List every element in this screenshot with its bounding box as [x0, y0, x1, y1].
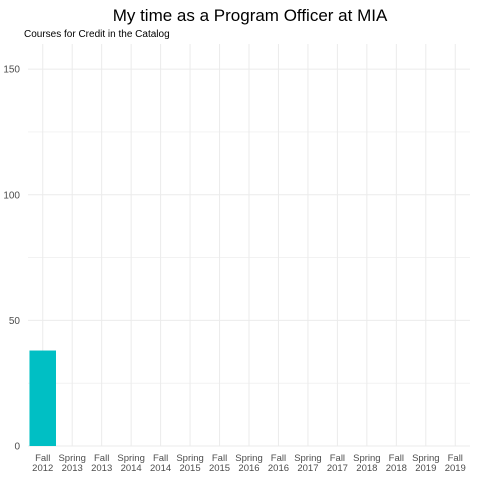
x-tick-label: Spring 2019 [412, 453, 439, 474]
y-axis-ticks: 0 50 100 150 [3, 65, 20, 453]
x-tick-label: Fall 2016 [268, 453, 289, 474]
y-tick-label: 50 [9, 316, 21, 327]
chart-title: My time as a Program Officer at MIA [113, 6, 388, 25]
y-tick-label: 100 [3, 190, 20, 201]
x-tick-label: Fall 2012 [32, 453, 53, 474]
x-tick-label: Spring 2016 [235, 453, 262, 474]
x-tick-label: Spring 2014 [117, 453, 144, 474]
x-tick-label: Spring 2018 [353, 453, 380, 474]
grid [28, 44, 470, 447]
x-tick-label: Fall 2019 [445, 453, 466, 474]
x-tick-label: Fall 2015 [209, 453, 230, 474]
bars [29, 350, 56, 446]
bar [29, 350, 56, 446]
x-tick-label: Fall 2018 [386, 453, 407, 474]
x-tick-label: Fall 2017 [327, 453, 348, 474]
x-tick-label: Spring 2017 [294, 453, 321, 474]
y-tick-label: 150 [3, 65, 20, 76]
x-tick-label: Fall 2013 [91, 453, 112, 474]
x-tick-label: Fall 2014 [150, 453, 171, 474]
y-tick-label: 0 [14, 442, 20, 453]
x-tick-label: Spring 2015 [176, 453, 203, 474]
x-tick-label: Spring 2013 [58, 453, 85, 474]
chart-subtitle: Courses for Credit in the Catalog [24, 29, 170, 40]
